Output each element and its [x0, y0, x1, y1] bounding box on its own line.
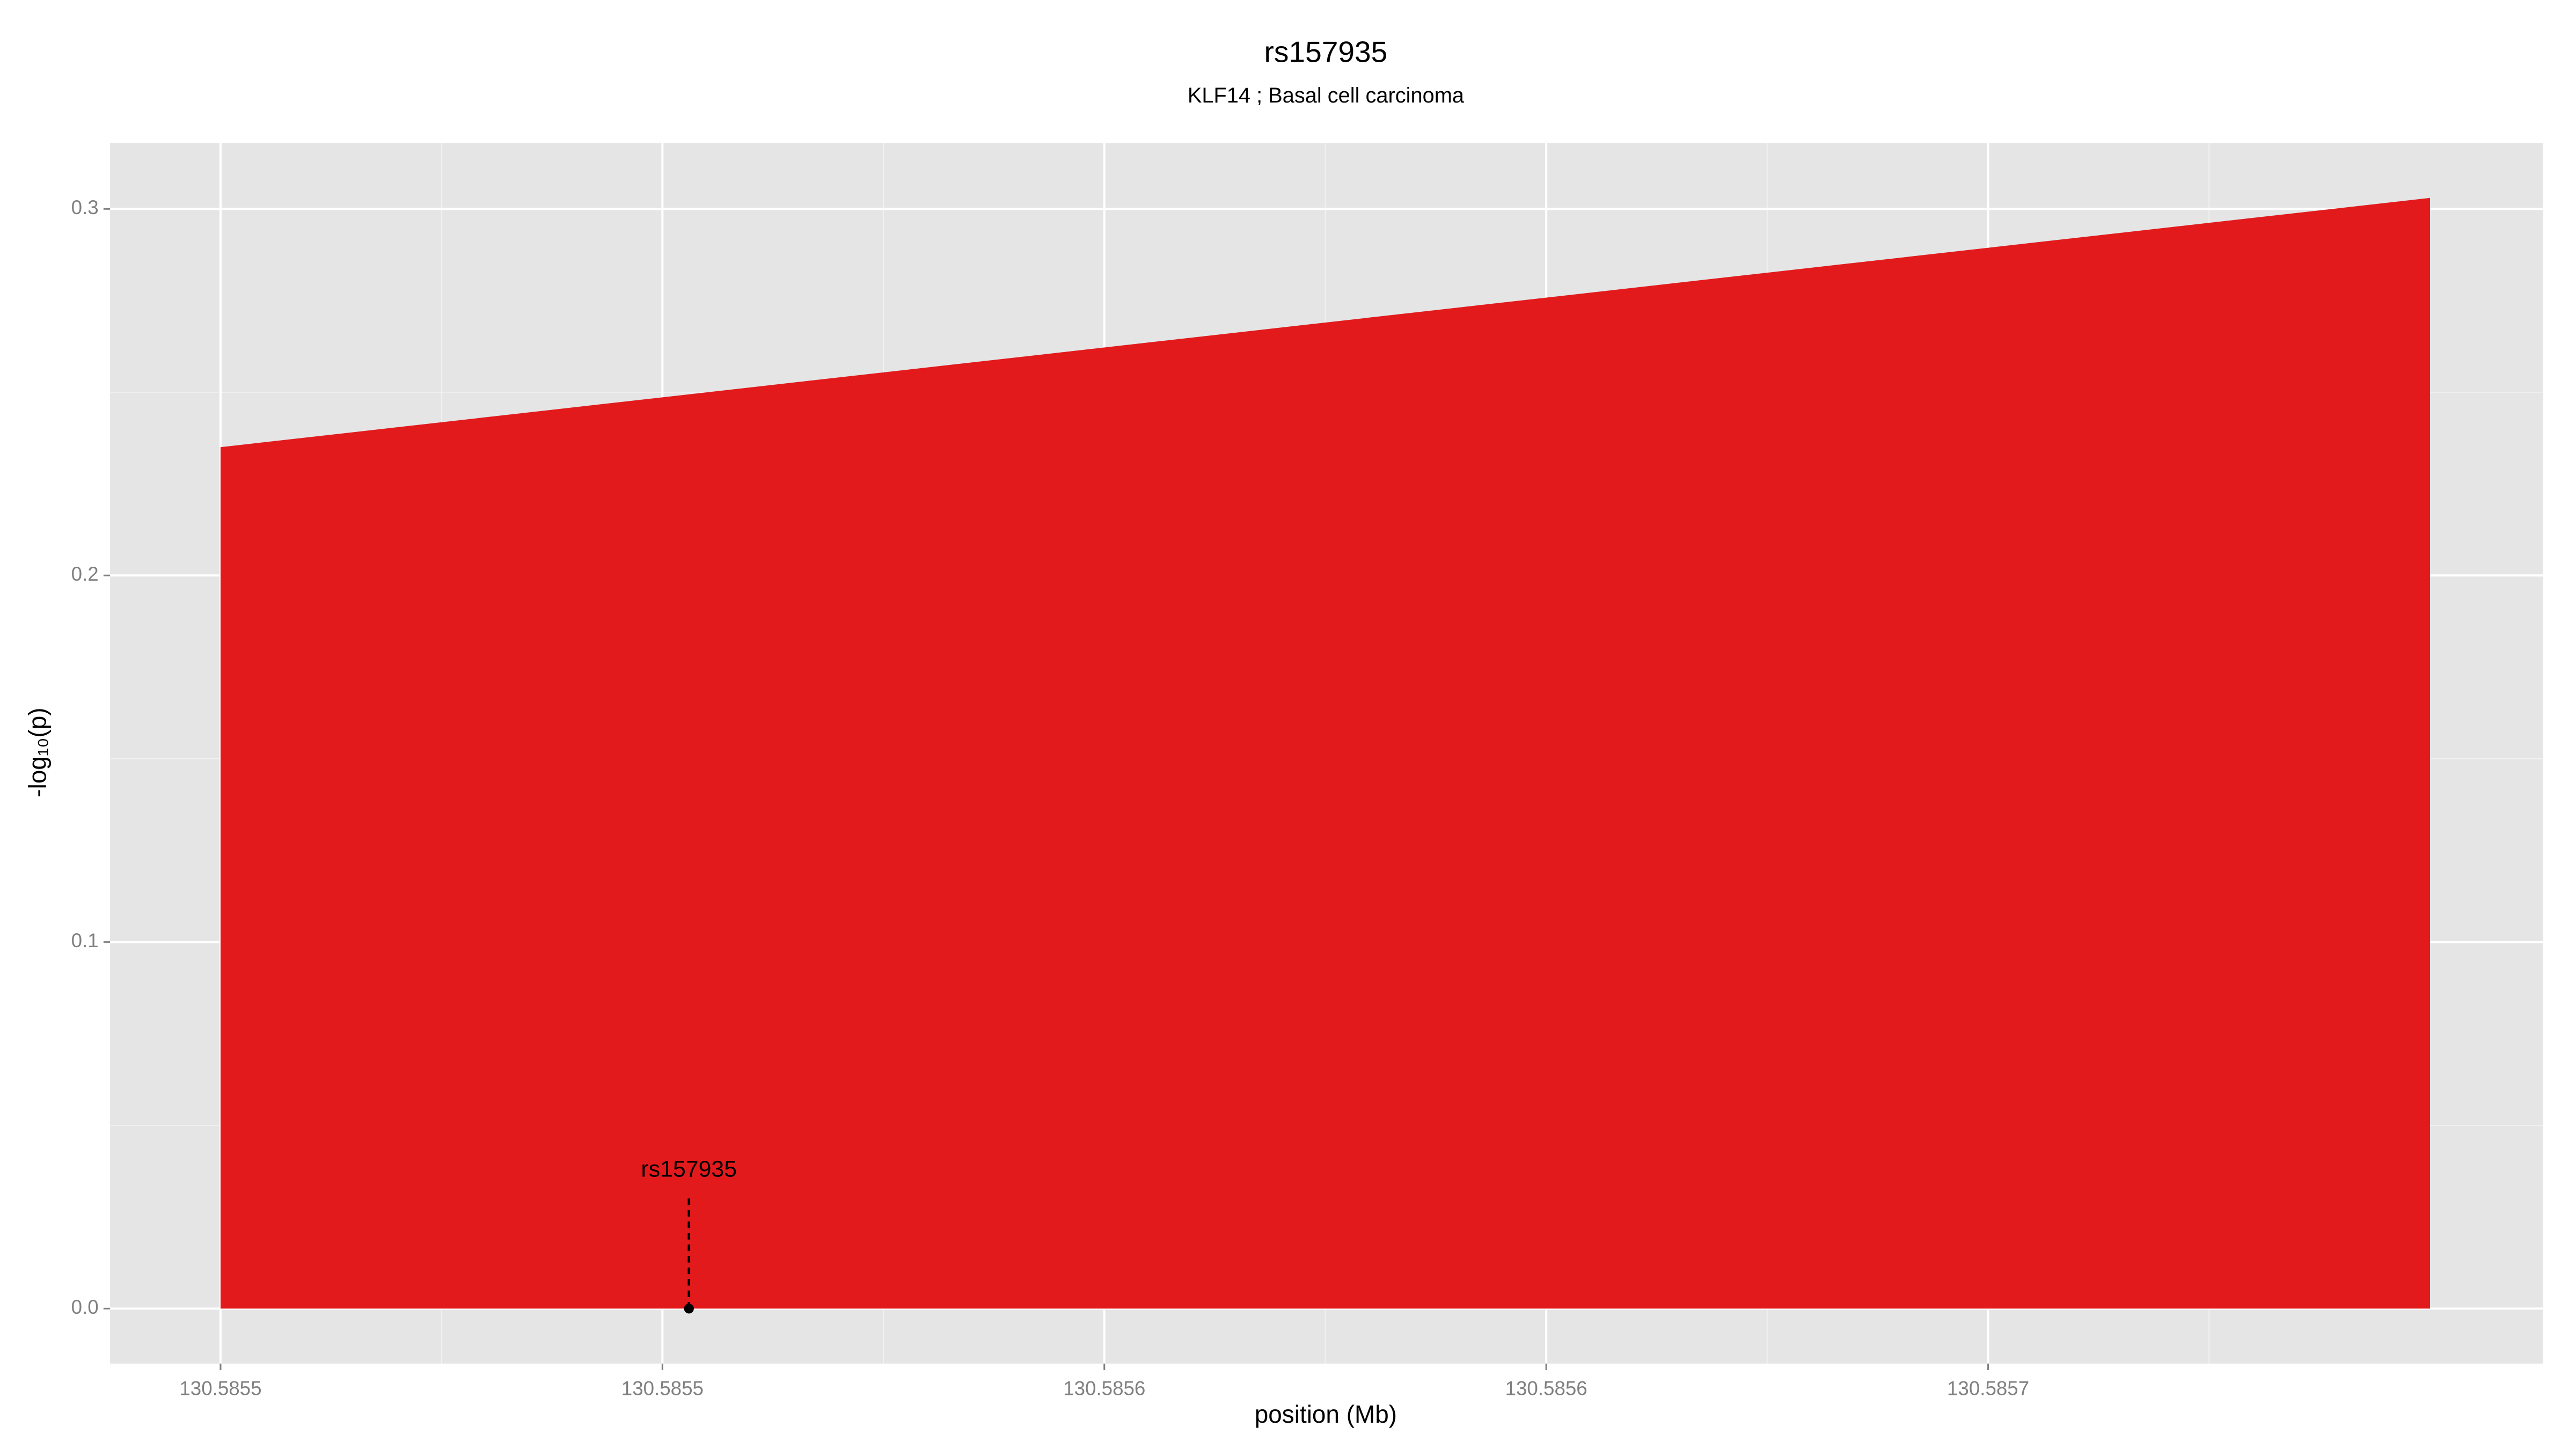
chart-title: rs157935: [1264, 35, 1388, 69]
annotation-label: rs157935: [641, 1157, 737, 1182]
area: [220, 197, 2430, 1309]
x-axis-label: position (Mb): [1255, 1400, 1397, 1428]
chart-subtitle: KLF14 ; Basal cell carcinoma: [1188, 84, 1465, 107]
annotation-point: [684, 1304, 694, 1314]
x-tick-label: 130.5855: [179, 1377, 261, 1399]
y-axis-label: -log₁₀(p): [24, 707, 52, 797]
x-tick-label: 130.5856: [1063, 1377, 1145, 1399]
y-tick-label: 0.3: [71, 196, 99, 218]
x-tick-label: 130.5857: [1947, 1377, 2029, 1399]
y-tick-label: 0.2: [71, 563, 99, 585]
x-tick-label: 130.5855: [621, 1377, 704, 1399]
x-tick-label: 130.5856: [1505, 1377, 1587, 1399]
y-tick-label: 0.1: [71, 930, 99, 952]
y-tick-label: 0.0: [71, 1296, 99, 1318]
